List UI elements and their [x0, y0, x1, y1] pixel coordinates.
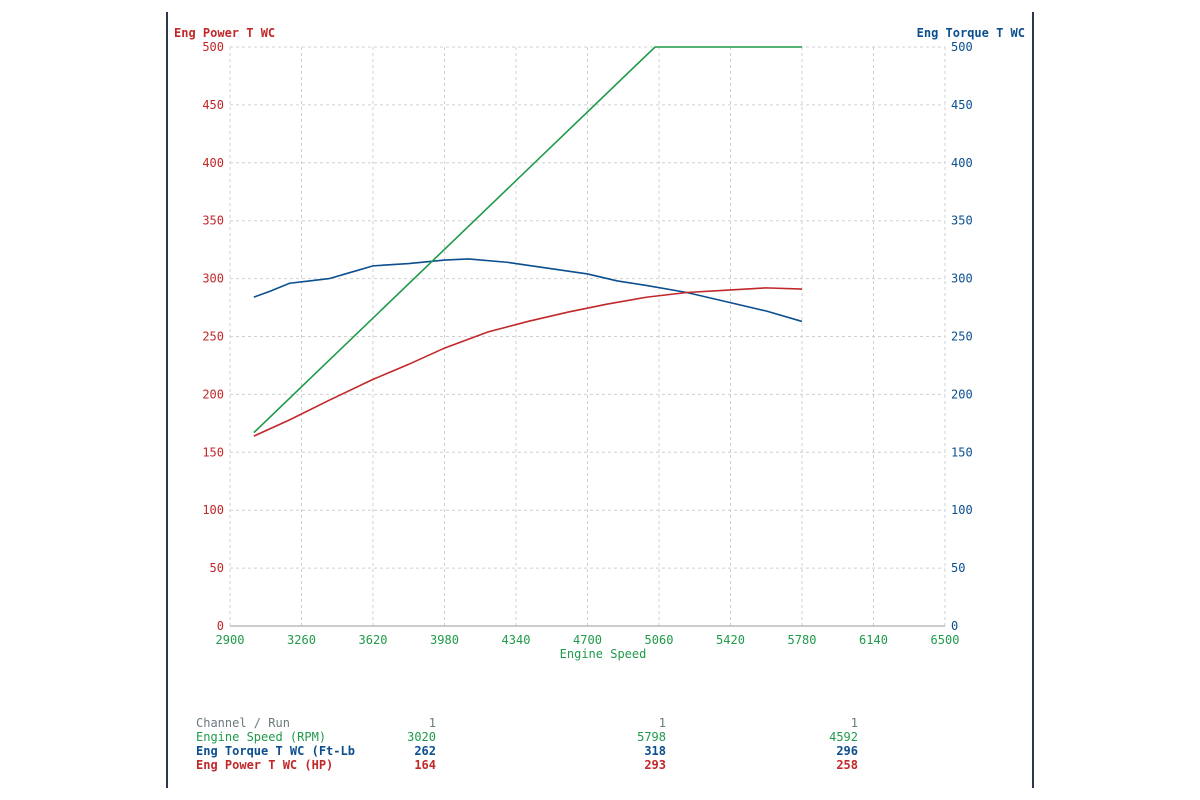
left-y-tick-label: 350: [202, 214, 224, 228]
left-y-tick-label: 500: [202, 40, 224, 54]
dyno-chart: Eng Power T WC Eng Torque T WC Engine Sp…: [174, 26, 1025, 661]
x-tick-label: 6140: [859, 633, 888, 647]
readout-value: 262: [414, 744, 436, 758]
right-y-tick-label: 100: [951, 503, 973, 517]
left-y-tick-label: 50: [210, 561, 224, 575]
readout-value: 1: [428, 716, 436, 730]
x-tick-label: 5060: [645, 633, 674, 647]
left-y-tick-label: 150: [202, 445, 224, 459]
left-frame-border: [166, 12, 168, 788]
left-y-tick-label: 300: [202, 272, 224, 286]
right-frame-border: [1032, 12, 1034, 788]
left-y-tick-label: 100: [202, 503, 224, 517]
right-y-tick-label: 250: [951, 330, 973, 344]
left-y-tick-label: 400: [202, 156, 224, 170]
readout-value: 5798: [637, 730, 666, 744]
readout-row: Eng Power T WC (HP) 164 293 258: [196, 758, 876, 772]
x-axis-title: Engine Speed: [560, 647, 647, 661]
readout-value: 296: [836, 744, 858, 758]
x-tick-label: 6500: [931, 633, 960, 647]
right-y-tick-label: 200: [951, 387, 973, 401]
readout-row: Engine Speed (RPM) 3020 5798 4592: [196, 730, 876, 744]
readout-value: 318: [644, 744, 666, 758]
readout-value: 1: [850, 716, 858, 730]
right-y-tick-label: 300: [951, 272, 973, 286]
x-tick-label: 4340: [502, 633, 531, 647]
readout-value: 164: [414, 758, 436, 772]
right-y-tick-label: 150: [951, 445, 973, 459]
readout-value: 3020: [407, 730, 436, 744]
left-y-tick-label: 200: [202, 387, 224, 401]
readout-value: 258: [836, 758, 858, 772]
x-tick-label: 3620: [359, 633, 388, 647]
speed-series-line: [253, 46, 802, 434]
readout-label: Eng Torque T WC (Ft-Lb: [196, 744, 355, 758]
left-y-tick-label: 250: [202, 330, 224, 344]
right-y-tick-label: 400: [951, 156, 973, 170]
x-tick-label: 3260: [287, 633, 316, 647]
x-tick-label: 2900: [216, 633, 245, 647]
readout-row: Eng Torque T WC (Ft-Lb 262 318 296: [196, 744, 876, 758]
readout-label: Engine Speed (RPM): [196, 730, 327, 744]
right-axis-title: Eng Torque T WC: [917, 26, 1025, 40]
right-y-tick-label: 0: [951, 619, 958, 633]
right-y-tick-label: 50: [951, 561, 965, 575]
x-tick-label: 5780: [788, 633, 817, 647]
readout-value: 4592: [829, 730, 858, 744]
readout-label: Eng Power T WC (HP): [196, 758, 334, 772]
readout-label: Channel / Run: [196, 716, 290, 730]
readout-row: Channel / Run 1 1 1: [196, 716, 876, 730]
left-y-tick-label: 0: [217, 619, 224, 633]
x-tick-label: 4700: [573, 633, 602, 647]
power-series-line: [253, 287, 803, 437]
x-tick-label: 3980: [430, 633, 459, 647]
cursor-readout-table: Channel / Run 1 1 1 Engine Speed (RPM) 3020 57…: [196, 716, 876, 772]
x-tick-label: 5420: [716, 633, 745, 647]
right-y-tick-label: 450: [951, 98, 973, 112]
readout-value: 293: [644, 758, 666, 772]
right-y-tick-label: 350: [951, 214, 973, 228]
left-axis-title: Eng Power T WC: [174, 26, 275, 40]
right-y-tick-label: 500: [951, 40, 973, 54]
left-y-tick-label: 450: [202, 98, 224, 112]
readout-value: 1: [658, 716, 666, 730]
